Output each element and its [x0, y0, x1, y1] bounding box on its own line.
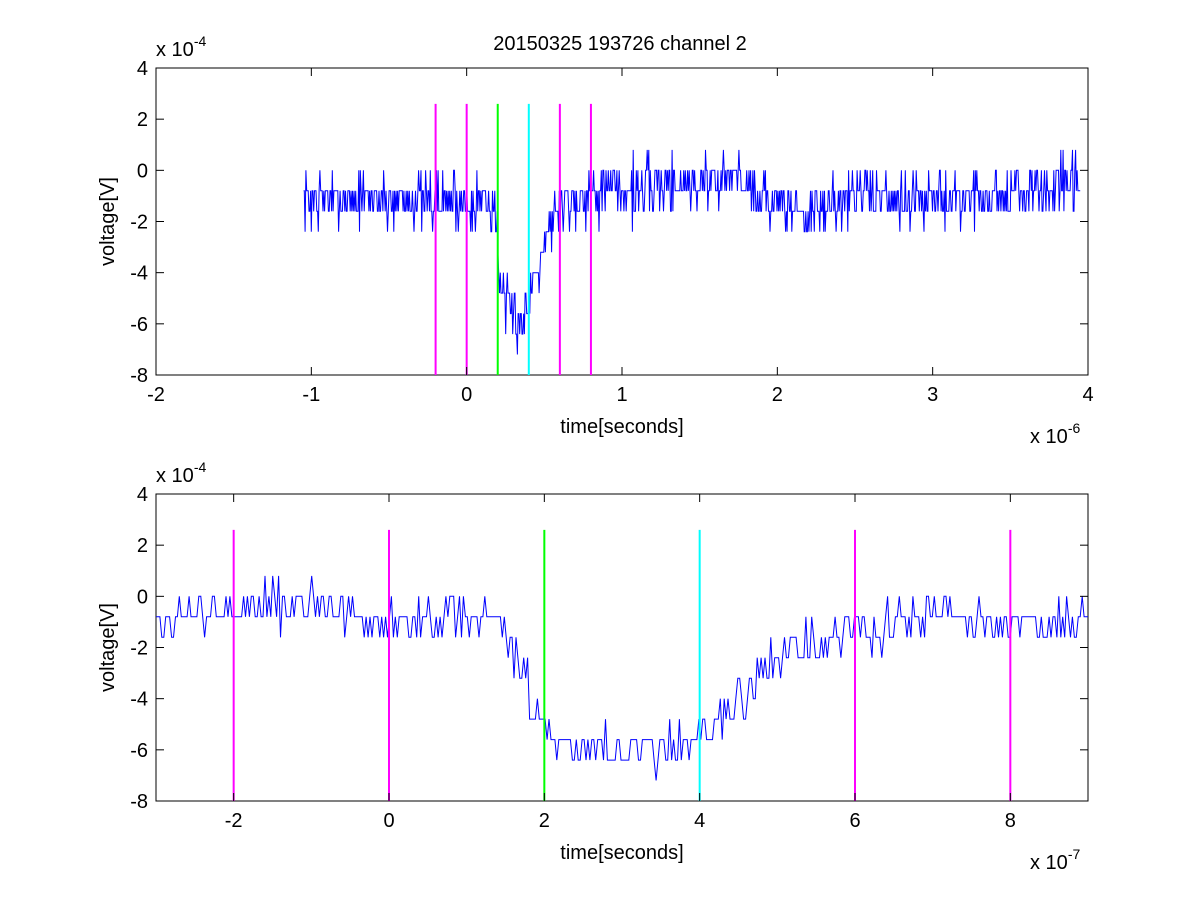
bottom-plot-frame	[155, 493, 1089, 802]
top-x-exponent-base: x 10	[1030, 426, 1068, 448]
bottom-y-exponent: x 10-4	[156, 459, 206, 487]
top-plot-frame	[155, 67, 1089, 376]
top-axes: -2 -1 0 1 2 3 4 -8 -6 -4 -2 0 2 4 time[seconds] volta…	[97, 33, 1094, 448]
x-tick-label: 2	[539, 810, 550, 832]
y-tick-label: -4	[130, 263, 148, 285]
x-tick-label: 6	[849, 810, 860, 832]
y-tick-label: -6	[130, 314, 148, 336]
x-tick-label: 0	[383, 810, 394, 832]
bottom-axis-ticks: -2 0 2 4 6 8 -8 -6 -4 -2 0 2 4	[130, 484, 1088, 832]
x-tick-label: -2	[225, 810, 243, 832]
top-y-exponent-base: x 10	[156, 39, 194, 61]
bottom-y-exponent-power: -4	[194, 459, 207, 475]
bottom-x-exponent-power: -7	[1068, 846, 1081, 862]
y-tick-label: -2	[130, 212, 148, 234]
y-tick-label: 2	[137, 535, 148, 557]
top-plot-marks	[303, 103, 1081, 375]
x-tick-label: 8	[1005, 810, 1016, 832]
top-x-exponent: x 10-6	[1030, 420, 1080, 448]
x-tick-label: 0	[461, 384, 472, 406]
bottom-x-exponent-base: x 10	[1030, 852, 1068, 874]
top-y-axis-label: voltage[V]	[97, 177, 119, 266]
top-x-exponent-power: -6	[1068, 420, 1081, 436]
y-tick-label: 4	[137, 58, 148, 80]
y-tick-label: 4	[137, 484, 148, 506]
x-tick-label: -2	[147, 384, 165, 406]
x-tick-label: 2	[772, 384, 783, 406]
top-x-axis-label: time[seconds]	[560, 416, 683, 438]
y-tick-label: 0	[137, 160, 148, 182]
y-tick-label: -6	[130, 740, 148, 762]
signal-series-line	[156, 575, 1088, 781]
y-tick-label: -8	[130, 791, 148, 813]
top-y-exponent: x 10-4	[156, 33, 206, 61]
x-tick-label: 1	[616, 384, 627, 406]
x-tick-label: -1	[302, 384, 320, 406]
bottom-y-axis-label: voltage[V]	[97, 603, 119, 692]
top-y-exponent-power: -4	[194, 33, 207, 49]
bottom-x-exponent: x 10-7	[1030, 846, 1080, 874]
y-tick-label: 2	[137, 109, 148, 131]
top-axis-ticks: -2 -1 0 1 2 3 4 -8 -6 -4 -2 0 2 4	[130, 58, 1093, 406]
x-tick-label: 4	[1082, 384, 1093, 406]
y-tick-label: -2	[130, 638, 148, 660]
bottom-x-axis-label: time[seconds]	[560, 842, 683, 864]
y-tick-label: 0	[137, 586, 148, 608]
bottom-y-exponent-base: x 10	[156, 465, 194, 487]
bottom-axes: -2 0 2 4 6 8 -8 -6 -4 -2 0 2 4 time[seconds] voltage…	[97, 459, 1089, 874]
y-tick-label: -4	[130, 689, 148, 711]
signal-series-line	[303, 149, 1081, 355]
bottom-plot-marks	[156, 529, 1088, 801]
y-tick-label: -8	[130, 365, 148, 387]
x-tick-label: 3	[927, 384, 938, 406]
figure-title: 20150325 193726 channel 2	[493, 33, 747, 55]
x-tick-label: 4	[694, 810, 705, 832]
